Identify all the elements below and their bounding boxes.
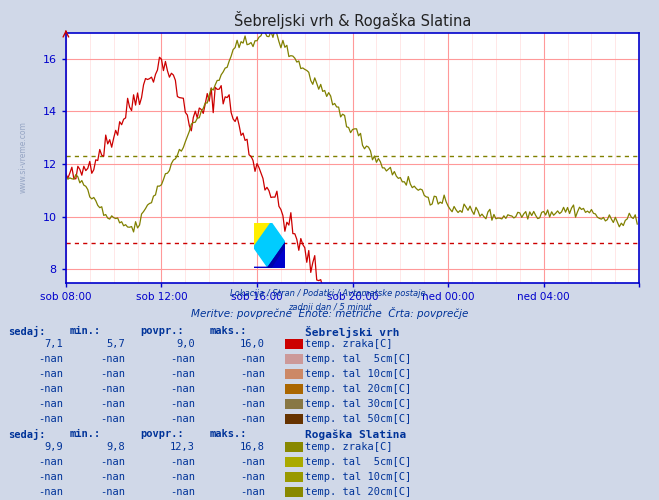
Text: 16,0: 16,0 (240, 339, 265, 349)
Text: -nan: -nan (38, 457, 63, 467)
Text: sedaj:: sedaj: (8, 326, 45, 337)
Text: temp. tal 30cm[C]: temp. tal 30cm[C] (305, 399, 411, 409)
Bar (285, 414, 303, 424)
Text: -nan: -nan (38, 369, 63, 379)
Text: -nan: -nan (100, 487, 125, 497)
Text: temp. tal 10cm[C]: temp. tal 10cm[C] (305, 472, 411, 482)
Text: zadnji dan / 5 minut: zadnji dan / 5 minut (288, 302, 371, 312)
Bar (285, 457, 303, 467)
Text: -nan: -nan (170, 414, 195, 424)
Text: -nan: -nan (100, 384, 125, 394)
Polygon shape (268, 243, 285, 268)
Text: maks.:: maks.: (210, 429, 248, 439)
Text: -nan: -nan (170, 399, 195, 409)
Text: povpr.:: povpr.: (140, 326, 184, 336)
Text: 16,8: 16,8 (240, 442, 265, 452)
Text: temp. zraka[C]: temp. zraka[C] (305, 442, 393, 452)
Bar (285, 369, 303, 379)
Text: temp. tal 10cm[C]: temp. tal 10cm[C] (305, 369, 411, 379)
Polygon shape (254, 243, 285, 268)
Text: -nan: -nan (240, 414, 265, 424)
Text: Lokacija / Stran / Podatki / Avtomatske postaje.: Lokacija / Stran / Podatki / Avtomatske … (231, 288, 428, 298)
Text: -nan: -nan (100, 399, 125, 409)
Text: temp. zraka[C]: temp. zraka[C] (305, 339, 393, 349)
Text: -nan: -nan (100, 369, 125, 379)
Text: -nan: -nan (240, 457, 265, 467)
Text: -nan: -nan (100, 354, 125, 364)
Text: temp. tal 20cm[C]: temp. tal 20cm[C] (305, 384, 411, 394)
Text: 9,9: 9,9 (44, 442, 63, 452)
Text: -nan: -nan (38, 354, 63, 364)
Text: maks.:: maks.: (210, 326, 248, 336)
Text: min.:: min.: (70, 429, 101, 439)
Bar (285, 487, 303, 497)
Text: -nan: -nan (38, 399, 63, 409)
Text: temp. tal  5cm[C]: temp. tal 5cm[C] (305, 354, 411, 364)
Bar (285, 399, 303, 409)
Text: -nan: -nan (240, 384, 265, 394)
Text: temp. tal 20cm[C]: temp. tal 20cm[C] (305, 487, 411, 497)
Text: -nan: -nan (100, 457, 125, 467)
Text: -nan: -nan (100, 472, 125, 482)
Text: www.si-vreme.com: www.si-vreme.com (18, 122, 28, 194)
Text: -nan: -nan (240, 399, 265, 409)
Text: 5,7: 5,7 (106, 339, 125, 349)
Bar (285, 354, 303, 364)
Text: Šebreljski vrh: Šebreljski vrh (305, 326, 399, 338)
Text: -nan: -nan (38, 487, 63, 497)
Text: -nan: -nan (240, 487, 265, 497)
Text: -nan: -nan (170, 487, 195, 497)
Text: -nan: -nan (170, 457, 195, 467)
Text: 12,3: 12,3 (170, 442, 195, 452)
Text: -nan: -nan (100, 414, 125, 424)
Text: 9,8: 9,8 (106, 442, 125, 452)
Text: -nan: -nan (240, 369, 265, 379)
Title: Šebreljski vrh & Rogaška Slatina: Šebreljski vrh & Rogaška Slatina (234, 10, 471, 29)
Text: -nan: -nan (240, 354, 265, 364)
Text: -nan: -nan (240, 472, 265, 482)
Text: povpr.:: povpr.: (140, 429, 184, 439)
Text: 9,0: 9,0 (176, 339, 195, 349)
Text: temp. tal 50cm[C]: temp. tal 50cm[C] (305, 414, 411, 424)
Text: Meritve: povprečne  Enote: metrične  Črta: povprečje: Meritve: povprečne Enote: metrične Črta:… (191, 308, 468, 320)
Text: Rogaška Slatina: Rogaška Slatina (305, 429, 406, 440)
Text: -nan: -nan (170, 472, 195, 482)
Text: 7,1: 7,1 (44, 339, 63, 349)
Bar (285, 472, 303, 482)
Polygon shape (254, 222, 271, 247)
Bar (285, 339, 303, 349)
Text: sedaj:: sedaj: (8, 429, 45, 440)
Text: temp. tal  5cm[C]: temp. tal 5cm[C] (305, 457, 411, 467)
Text: -nan: -nan (38, 384, 63, 394)
Bar (285, 442, 303, 452)
Text: min.:: min.: (70, 326, 101, 336)
Polygon shape (254, 222, 285, 268)
Bar (285, 384, 303, 394)
Text: -nan: -nan (38, 472, 63, 482)
Text: -nan: -nan (38, 414, 63, 424)
Text: -nan: -nan (170, 354, 195, 364)
Text: -nan: -nan (170, 384, 195, 394)
Text: -nan: -nan (170, 369, 195, 379)
